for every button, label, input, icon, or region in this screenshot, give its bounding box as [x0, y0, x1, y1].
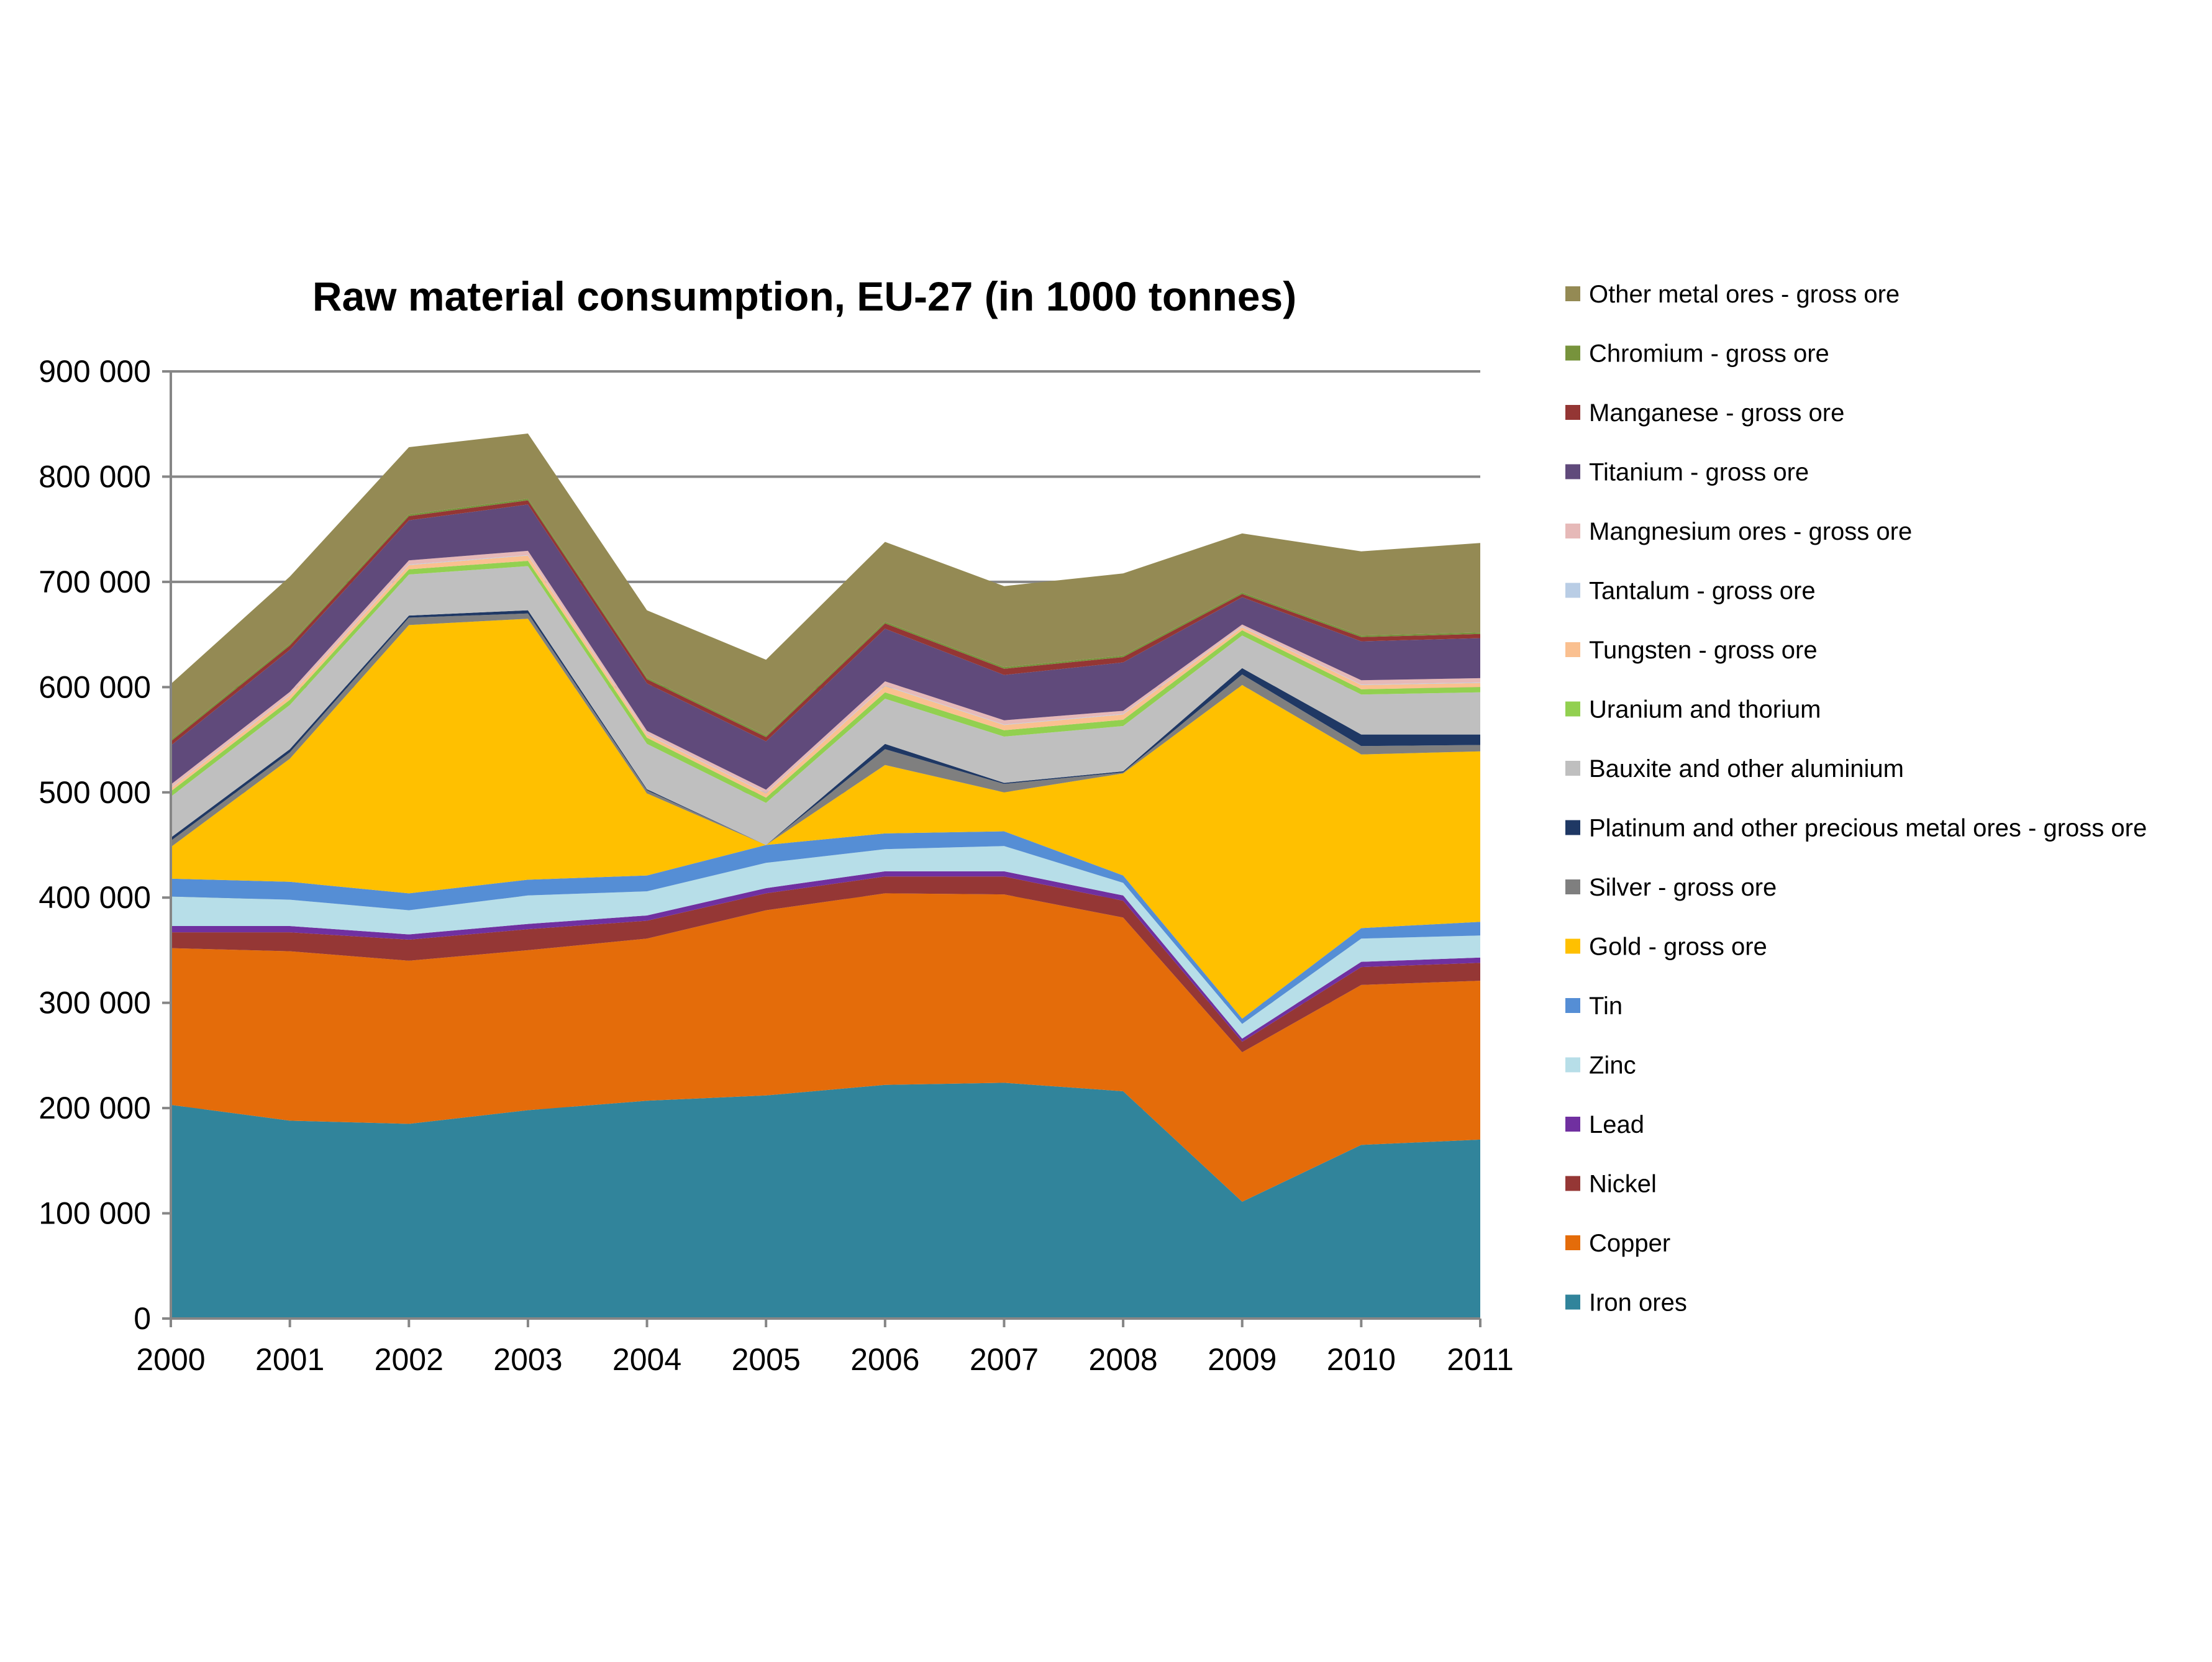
- legend-label: Silver - gross ore: [1589, 874, 1777, 901]
- legend-label: Zinc: [1589, 1052, 1636, 1079]
- y-tick-label: 800 000: [39, 459, 151, 494]
- x-tick-label: 2000: [136, 1342, 205, 1377]
- legend: Other metal ores - gross ore Chromium - g…: [1565, 281, 2147, 1317]
- legend-item: Tin: [1565, 992, 1623, 1020]
- legend-item: Iron ores: [1565, 1289, 1687, 1317]
- y-tick-label: 600 000: [39, 670, 151, 704]
- legend-label: Bauxite and other aluminium: [1589, 755, 1904, 783]
- y-tick-label: 900 000: [39, 354, 151, 389]
- chart-title: Raw material consumption, EU-27 (in 1000…: [312, 273, 1296, 319]
- legend-label: Chromium - gross ore: [1589, 340, 1829, 368]
- area-series-titanium-gross-ore: [171, 504, 1480, 790]
- x-tick-label: 2008: [1088, 1342, 1157, 1377]
- legend-label: Manganese - gross ore: [1589, 399, 1844, 427]
- x-tick-label: 2006: [850, 1342, 919, 1377]
- x-tick-label: 2011: [1447, 1342, 1514, 1377]
- legend-item: Copper: [1565, 1230, 1670, 1257]
- legend-label: Copper: [1589, 1230, 1670, 1257]
- legend-label: Uranium and thorium: [1589, 696, 1821, 724]
- legend-item: Titanium - gross ore: [1565, 459, 1809, 486]
- legend-swatch: [1565, 879, 1580, 894]
- legend-label: Other metal ores - gross ore: [1589, 281, 1900, 308]
- legend-label: Tin: [1589, 992, 1623, 1020]
- legend-swatch: [1565, 1235, 1580, 1250]
- area-series-bauxite-and-other-aluminium: [171, 566, 1480, 845]
- legend-item: Platinum and other precious metal ores -…: [1565, 815, 2147, 842]
- legend-item: Bauxite and other aluminium: [1565, 755, 1904, 783]
- y-tick-label: 400 000: [39, 880, 151, 915]
- legend-label: Iron ores: [1589, 1289, 1687, 1317]
- x-tick-label: 2005: [732, 1342, 801, 1377]
- area-series-other-metal-ores-gross-ore: [171, 434, 1480, 740]
- legend-label: Titanium - gross ore: [1589, 459, 1809, 486]
- legend-item: Tungsten - gross ore: [1565, 637, 1818, 664]
- legend-item: Uranium and thorium: [1565, 696, 1821, 724]
- legend-swatch: [1565, 345, 1580, 361]
- legend-swatch: [1565, 938, 1580, 954]
- legend-item: Nickel: [1565, 1171, 1657, 1198]
- legend-swatch: [1565, 1176, 1580, 1191]
- y-tick-label: 500 000: [39, 775, 151, 810]
- x-tick-label: 2003: [493, 1342, 562, 1377]
- x-tick-label: 2010: [1327, 1342, 1396, 1377]
- legend-swatch: [1565, 1057, 1580, 1073]
- legend-label: Mangnesium ores - gross ore: [1589, 518, 1912, 545]
- legend-item: Zinc: [1565, 1052, 1636, 1079]
- legend-label: Nickel: [1589, 1171, 1657, 1198]
- legend-swatch: [1565, 583, 1580, 598]
- area-series-copper: [171, 893, 1480, 1202]
- legend-swatch: [1565, 1294, 1580, 1310]
- legend-swatch: [1565, 642, 1580, 657]
- y-tick-label: 200 000: [39, 1091, 151, 1125]
- legend-label: Tungsten - gross ore: [1589, 637, 1818, 664]
- legend-swatch: [1565, 524, 1580, 538]
- y-tick-label: 100 000: [39, 1196, 151, 1231]
- area-series-iron-ores: [171, 1083, 1480, 1319]
- legend-item: Lead: [1565, 1111, 1644, 1138]
- legend-swatch: [1565, 286, 1580, 301]
- area-series-silver-gross-ore: [171, 613, 1480, 847]
- legend-item: Manganese - gross ore: [1565, 399, 1844, 427]
- axes: 0 100 000 200 000 300 000 400 000 500 000 600 …: [39, 354, 1514, 1377]
- legend-swatch: [1565, 1117, 1580, 1132]
- legend-label: Gold - gross ore: [1589, 933, 1767, 961]
- legend-swatch: [1565, 701, 1580, 717]
- legend-label: Tantalum - gross ore: [1589, 578, 1816, 605]
- y-tick-label: 700 000: [39, 565, 151, 599]
- x-tick-label: 2004: [612, 1342, 681, 1377]
- legend-item: Mangnesium ores - gross ore: [1565, 518, 1912, 545]
- area-series-gold-gross-ore: [171, 619, 1480, 1019]
- legend-swatch: [1565, 761, 1580, 776]
- legend-label: Platinum and other precious metal ores -…: [1589, 815, 2147, 842]
- x-tick-label: 2001: [255, 1342, 324, 1377]
- y-tick-label: 300 000: [39, 986, 151, 1020]
- legend-item: Gold - gross ore: [1565, 933, 1767, 961]
- x-tick-label: 2002: [375, 1342, 444, 1377]
- x-tick-label: 2007: [970, 1342, 1039, 1377]
- legend-item: Other metal ores - gross ore: [1565, 281, 1900, 308]
- x-tick-label: 2009: [1208, 1342, 1277, 1377]
- legend-swatch: [1565, 405, 1580, 420]
- plot-area: [171, 434, 1480, 1319]
- legend-swatch: [1565, 820, 1580, 835]
- y-tick-label: 0: [134, 1301, 151, 1336]
- legend-swatch: [1565, 998, 1580, 1013]
- legend-item: Silver - gross ore: [1565, 874, 1777, 901]
- legend-swatch: [1565, 464, 1580, 479]
- legend-item: Chromium - gross ore: [1565, 340, 1829, 368]
- legend-item: Tantalum - gross ore: [1565, 578, 1816, 605]
- legend-label: Lead: [1589, 1111, 1644, 1138]
